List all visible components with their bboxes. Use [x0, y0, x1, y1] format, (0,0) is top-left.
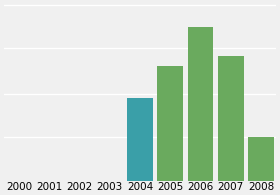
Bar — [248, 137, 274, 181]
Bar — [157, 66, 183, 181]
Bar — [218, 56, 244, 181]
Bar — [127, 98, 153, 181]
Bar — [188, 27, 213, 181]
